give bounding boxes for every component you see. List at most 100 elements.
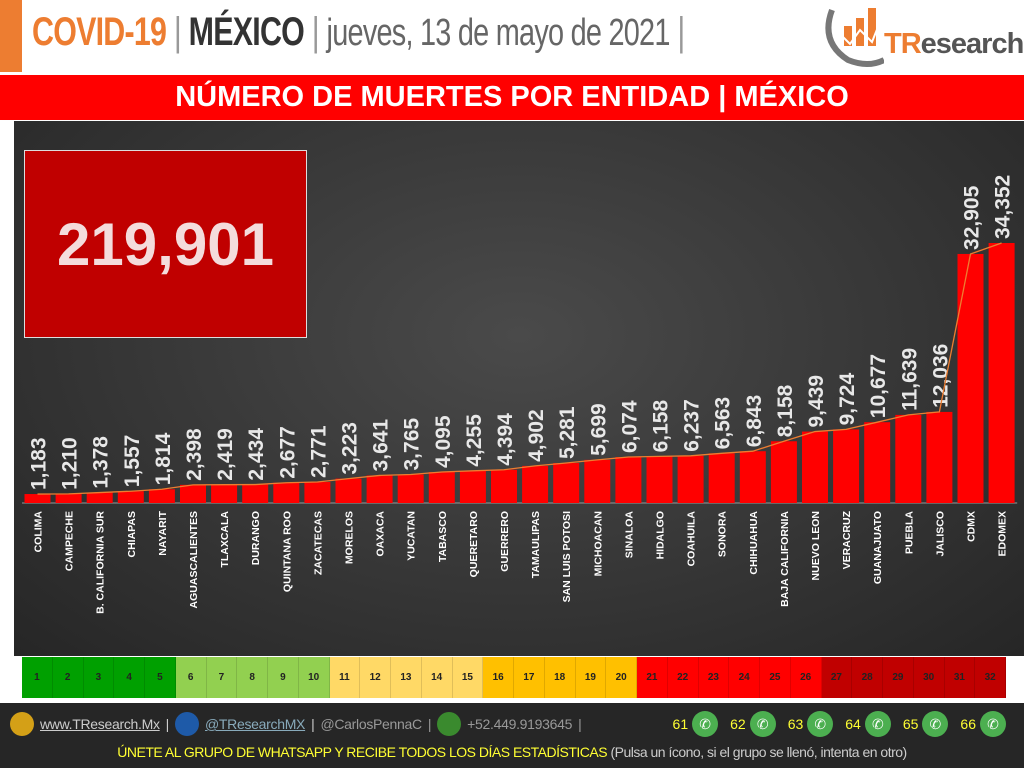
data-label: 1,557: [121, 435, 144, 488]
category-label: CHIAPAS: [126, 511, 138, 557]
category-label: SONORA: [717, 511, 729, 558]
twitter-link[interactable]: @TResearchMX: [205, 716, 306, 732]
bar: [304, 482, 331, 503]
category-label: DURANGO: [250, 511, 262, 565]
whatsapp-icon[interactable]: ✆: [980, 711, 1006, 737]
legend-rank: 23: [698, 657, 730, 698]
data-label: 4,255: [463, 414, 486, 467]
bar: [366, 475, 393, 503]
category-label: MORELOS: [344, 511, 356, 564]
category-label: ZACATECAS: [312, 511, 324, 575]
data-label: 11,639: [898, 348, 921, 411]
data-label: 4,095: [432, 415, 455, 468]
bar: [335, 478, 362, 503]
bar: [553, 463, 580, 503]
bar: [584, 459, 611, 503]
bar: [833, 429, 860, 503]
legend-rank: 29: [883, 657, 914, 698]
group-number: 63: [787, 716, 804, 732]
phone-icon: [437, 712, 462, 736]
bar: [148, 489, 175, 503]
legend-rank: 7: [206, 657, 238, 698]
data-label: 4,902: [525, 409, 548, 462]
legend-rank: 15: [452, 657, 484, 698]
legend-rank: 22: [667, 657, 699, 698]
bar: [242, 484, 269, 503]
category-label: QUERETARO: [468, 511, 480, 577]
legend-rank: 5: [145, 657, 176, 698]
data-label: 2,419: [214, 428, 237, 481]
legend-rank: 26: [790, 657, 822, 698]
bar: [895, 414, 922, 503]
bar: [708, 453, 735, 503]
whatsapp-icon[interactable]: ✆: [807, 711, 834, 737]
page-title: COVID-19 | MÉXICO | jueves, 13 de mayo d…: [32, 10, 685, 54]
category-label: EDOMEX: [997, 511, 1009, 557]
data-label: 32,905: [961, 185, 984, 250]
data-label: 3,641: [370, 419, 393, 472]
bar: [739, 451, 766, 503]
whatsapp-groups: 61 ✆ 62 ✆ 63 ✆ 64 ✆ 65 ✆ 66 ✆: [673, 711, 1014, 737]
bar-chart: 1,183 COLIMA 1,210 CAMPECHE 1,378 B. CALIFORN…: [22, 175, 1018, 614]
data-label: 6,158: [650, 400, 673, 453]
legend-rank: 19: [575, 657, 607, 698]
chart-title-banner: NÚMERO DE MUERTES POR ENTIDAD | MÉXICO: [0, 75, 1024, 120]
data-label: 9,724: [836, 373, 859, 426]
data-label: 1,378: [90, 436, 113, 489]
whatsapp-icon[interactable]: ✆: [922, 711, 949, 737]
data-label: 3,223: [339, 422, 362, 475]
ranking-legend: 1 2 3 4 5 6 7 8 9 10 11 12 13 14 15 16 17 18 19 20 21 22 23 24 2…: [22, 657, 1006, 698]
whatsapp-icon[interactable]: ✆: [692, 711, 719, 737]
legend-rank: 16: [483, 657, 514, 698]
data-label: 1,814: [152, 432, 175, 485]
legend-rank: 11: [329, 657, 361, 698]
group-number: 64: [845, 716, 861, 732]
category-label: GUANAJUATO: [872, 511, 884, 584]
data-label: 12,036: [929, 344, 952, 408]
bar: [117, 491, 144, 503]
legend-rank: 9: [268, 657, 299, 698]
website-link[interactable]: www.TResearch.Mx: [40, 716, 160, 732]
legend-rank: 25: [760, 657, 791, 698]
logo-text: TResearch: [884, 28, 1024, 60]
legend-rank: 18: [544, 657, 576, 698]
data-label: 3,765: [401, 418, 424, 471]
legend-rank: 21: [637, 657, 668, 698]
accent-bar: [0, 0, 22, 72]
legend-rank: 13: [391, 657, 422, 698]
data-label: 1,210: [59, 437, 82, 490]
bar: [273, 482, 300, 503]
data-label: 10,677: [867, 354, 890, 418]
category-label: SAN LUIS POTOSI: [561, 511, 573, 602]
user-handle: @CarlosPennaC: [320, 716, 422, 732]
category-label: VERACRUZ: [841, 510, 853, 569]
data-label: 6,074: [618, 400, 641, 453]
category-label: TAMAULIPAS: [530, 511, 542, 578]
bar: [677, 455, 704, 503]
bar: [55, 493, 82, 503]
category-label: COLIMA: [33, 511, 45, 553]
category-label: CHIHUAHUA: [748, 511, 760, 575]
data-label: 8,158: [774, 384, 797, 437]
category-label: YUCATAN: [406, 511, 418, 561]
trend-line: [37, 242, 1002, 495]
whatsapp-icon[interactable]: ✆: [864, 711, 891, 737]
category-label: NUEVO LEON: [810, 511, 822, 580]
legend-rank: 12: [360, 657, 391, 698]
legend-rank: 28: [852, 657, 883, 698]
category-label: PUEBLA: [903, 511, 915, 555]
group-number: 62: [730, 716, 746, 732]
legend-rank: 30: [913, 657, 945, 698]
bar: [211, 484, 238, 503]
data-label: 1,183: [28, 437, 51, 490]
category-label: NAYARIT: [157, 510, 169, 555]
data-label: 2,677: [276, 426, 299, 479]
tresearch-logo-icon: [825, 8, 884, 67]
legend-rank: 17: [514, 657, 545, 698]
whatsapp-icon[interactable]: ✆: [749, 711, 776, 737]
category-label: B. CALIFORNIA SUR: [95, 511, 107, 614]
category-label: MICHOACAN: [592, 511, 604, 576]
twitter-icon[interactable]: [175, 712, 200, 736]
bar: [491, 469, 517, 503]
data-label: 6,237: [681, 399, 704, 452]
